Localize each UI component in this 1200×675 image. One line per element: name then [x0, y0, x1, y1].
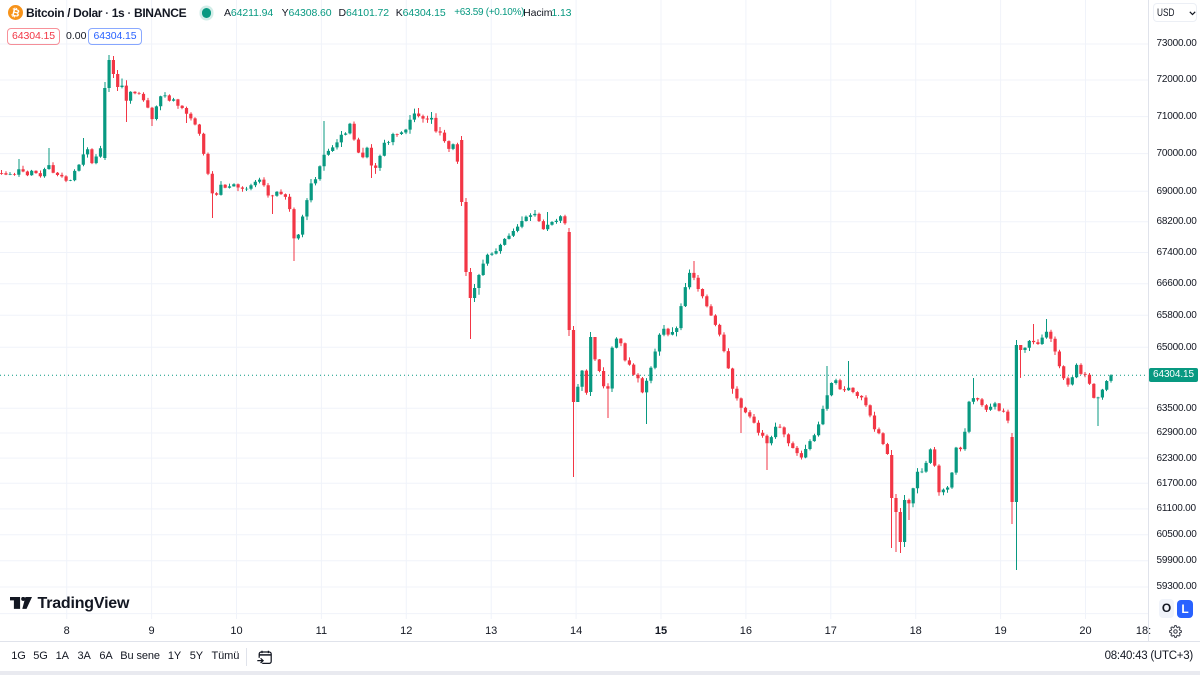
svg-text:₿: ₿	[9, 6, 21, 20]
